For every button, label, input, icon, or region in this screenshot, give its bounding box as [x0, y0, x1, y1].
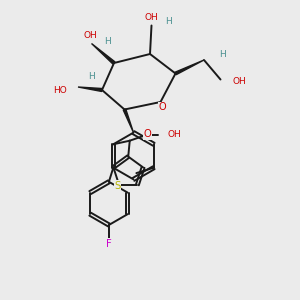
Polygon shape	[123, 109, 134, 133]
Text: F: F	[106, 239, 112, 249]
Text: S: S	[114, 181, 121, 191]
Text: O: O	[159, 102, 167, 112]
Text: HO: HO	[53, 86, 67, 95]
Text: O: O	[144, 129, 152, 139]
Polygon shape	[175, 60, 204, 75]
Text: OH: OH	[232, 76, 246, 85]
Polygon shape	[92, 44, 115, 64]
Text: OH: OH	[167, 130, 181, 139]
Polygon shape	[78, 87, 102, 92]
Text: OH: OH	[145, 14, 158, 22]
Text: H: H	[165, 16, 171, 26]
Text: H: H	[88, 72, 95, 81]
Text: H: H	[219, 50, 226, 59]
Text: H: H	[105, 38, 111, 46]
Text: OH: OH	[83, 31, 97, 40]
